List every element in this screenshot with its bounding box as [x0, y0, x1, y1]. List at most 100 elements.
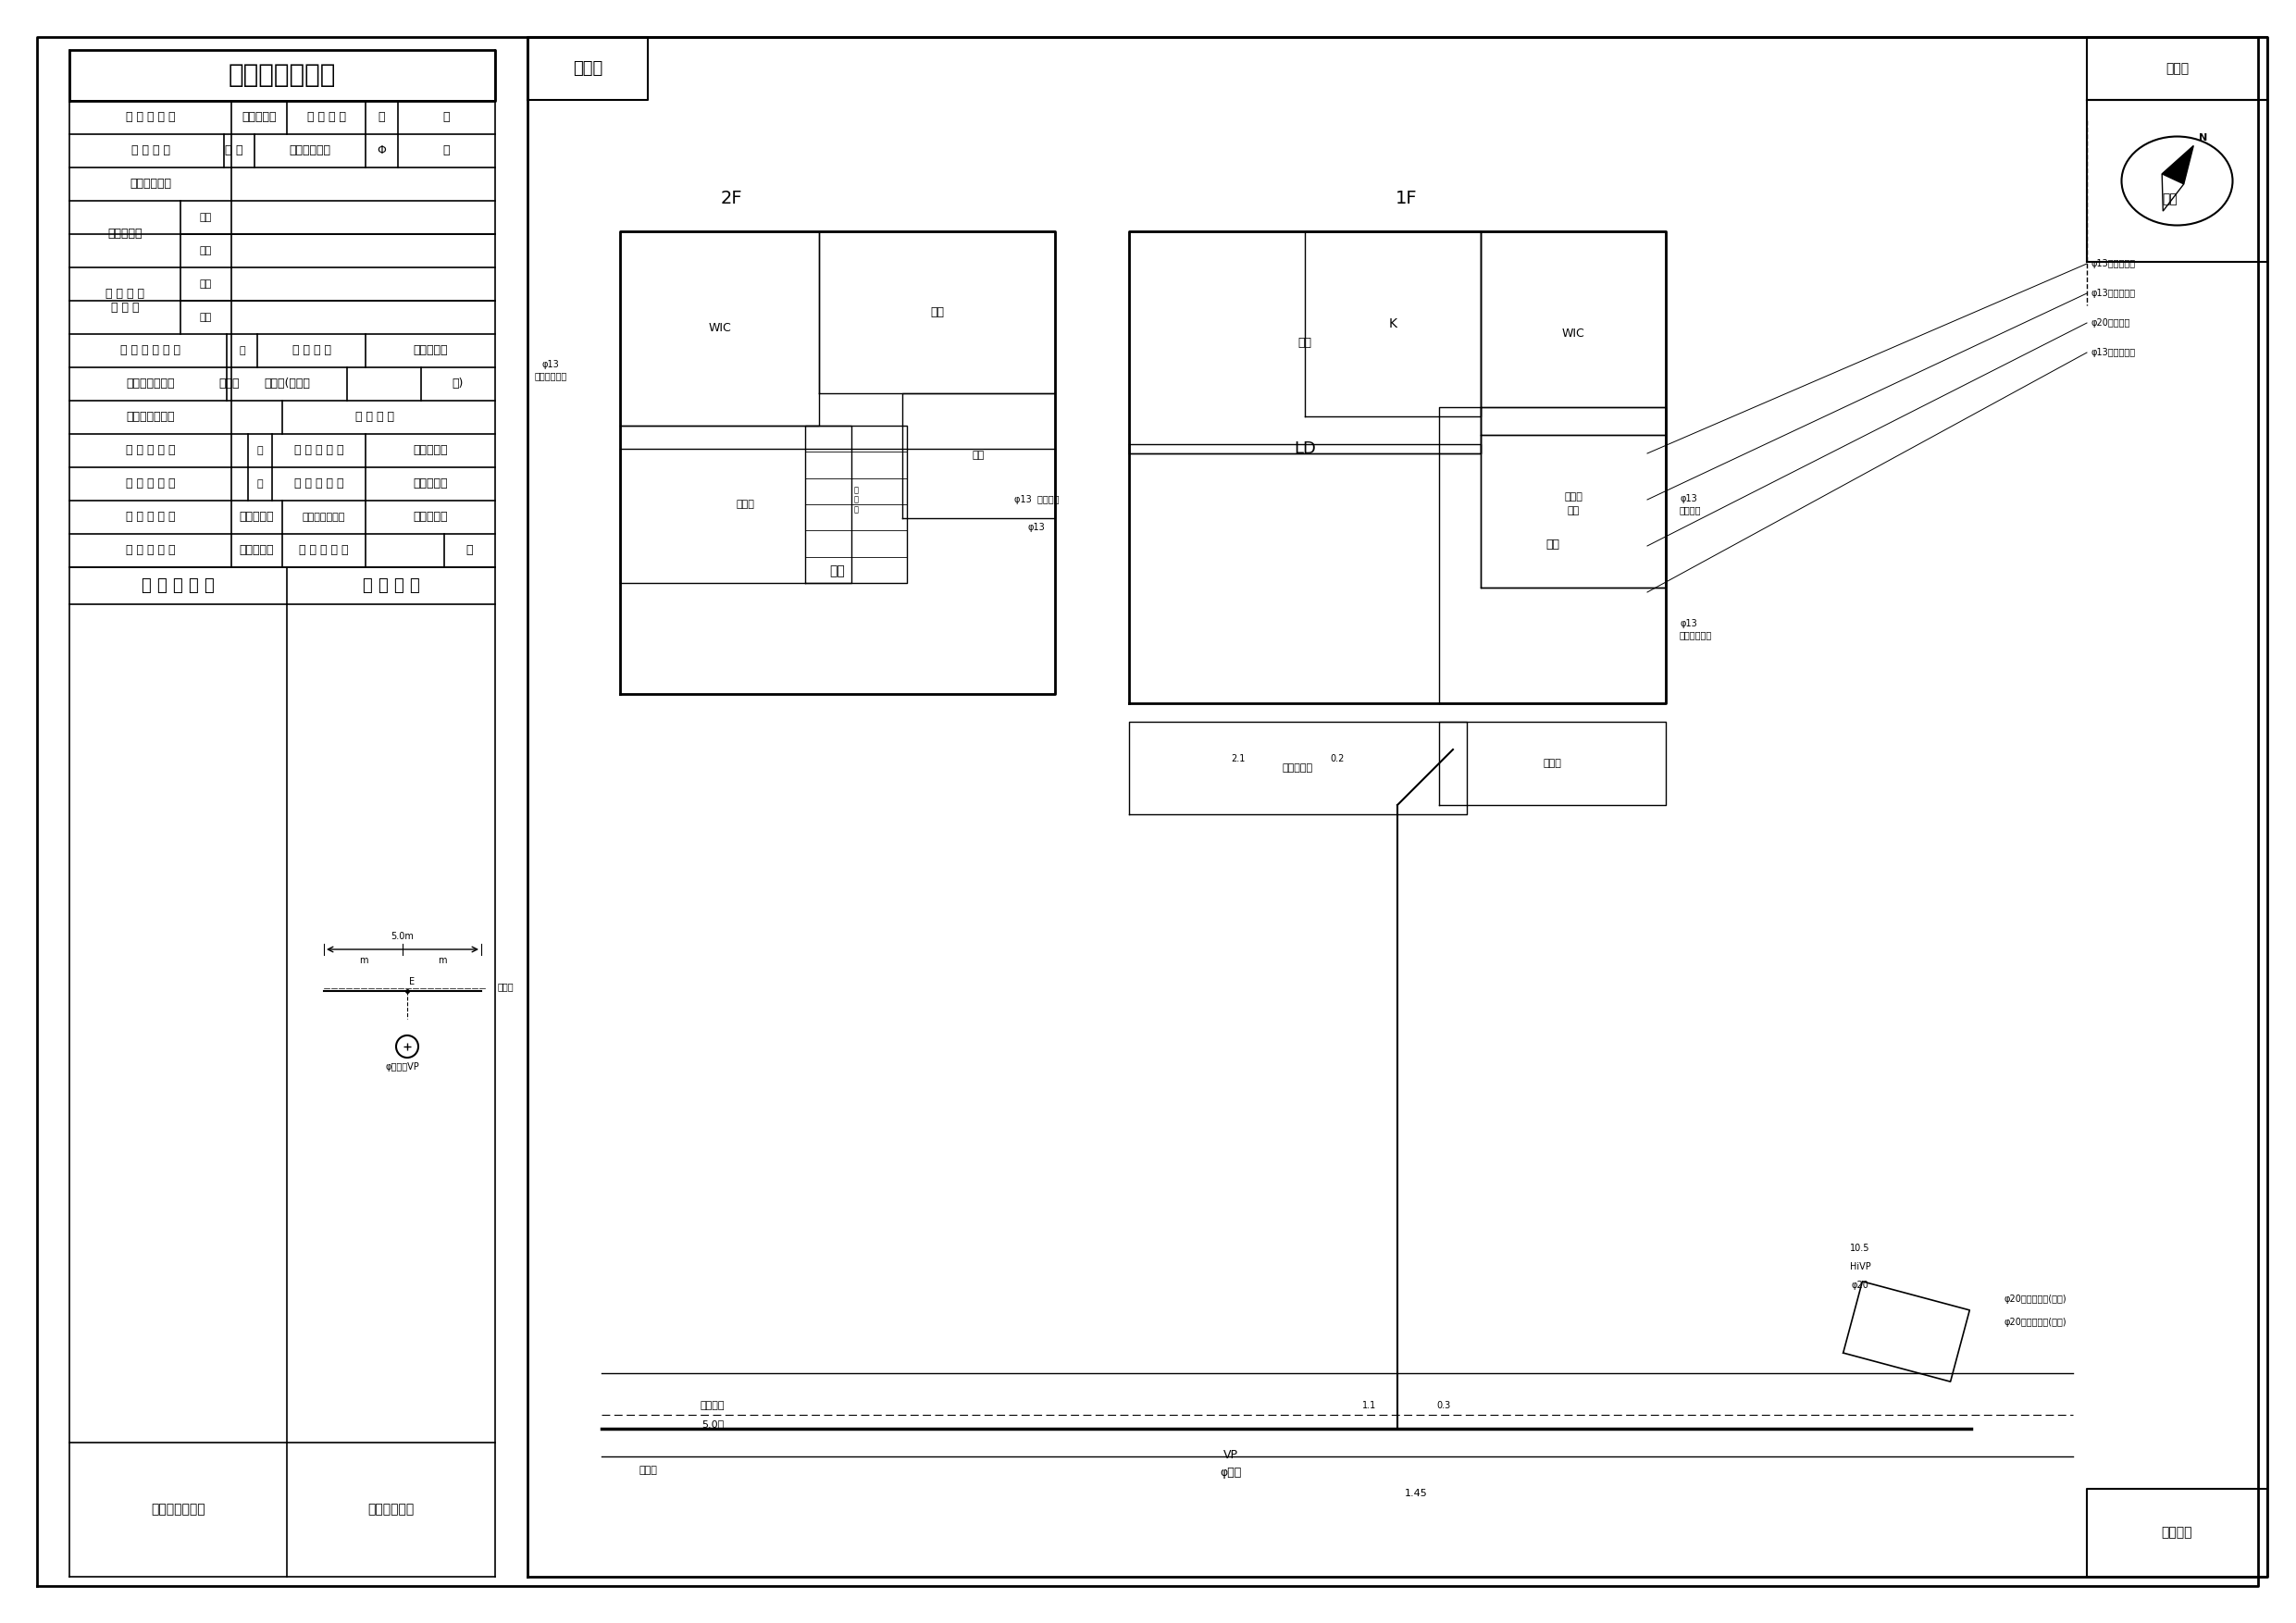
- Text: 玄関: 玄関: [1545, 539, 1559, 550]
- Text: 円: 円: [257, 479, 264, 489]
- Text: 1.1: 1.1: [1362, 1401, 1378, 1410]
- Text: 水 栓 番 号: 水 栓 番 号: [308, 112, 347, 123]
- Text: N: N: [2200, 133, 2206, 143]
- Text: φ13
混合水栓: φ13 混合水栓: [1681, 495, 1701, 514]
- Text: 1F: 1F: [1396, 190, 1417, 208]
- Text: 用　　　　　途: 用 途: [126, 411, 174, 424]
- Text: 給 水 装 置
所 有 者: 給 水 装 置 所 有 者: [106, 287, 145, 313]
- Text: メーター口径: メーター口径: [289, 144, 331, 157]
- Text: Φ: Φ: [377, 144, 386, 157]
- Text: 着 手 年 月 日: 着 手 年 月 日: [126, 511, 174, 523]
- Text: 口 径 分 担 金: 口 径 分 担 金: [126, 445, 174, 456]
- Text: 水路: 水路: [2163, 193, 2179, 206]
- Text: ㎥): ㎥): [452, 378, 464, 390]
- Text: K: K: [1389, 318, 1396, 331]
- Text: 洋室: 洋室: [1297, 336, 1311, 349]
- Text: φ13　混合水栓: φ13 混合水栓: [2092, 289, 2135, 299]
- Text: 年　月　日: 年 月 日: [413, 511, 448, 523]
- Text: 取出工事年月日: 取出工事年月日: [303, 513, 344, 523]
- Text: 年　月　日: 年 月 日: [241, 112, 276, 123]
- Polygon shape: [2163, 174, 2183, 211]
- Text: φ20　丙止水栓(既設): φ20 丙止水栓(既設): [2004, 1318, 2066, 1328]
- Text: ポーチ: ポーチ: [1543, 760, 1561, 768]
- Text: 1.45: 1.45: [1405, 1488, 1428, 1498]
- Text: WIC: WIC: [1561, 328, 1584, 339]
- Text: 第: 第: [379, 112, 386, 123]
- Text: 平面図: 平面図: [572, 60, 602, 76]
- Text: φ13
ボールタップ: φ13 ボールタップ: [1681, 620, 1713, 639]
- Text: φ20　メーター(既設): φ20 メーター(既設): [2004, 1295, 2066, 1303]
- Text: 洋室: 洋室: [930, 307, 944, 318]
- Text: バルコニー: バルコニー: [1283, 763, 1313, 773]
- Text: 主任技術者名: 主任技術者名: [367, 1503, 413, 1516]
- Text: 年　月　日: 年 月 日: [239, 511, 273, 523]
- Text: 指定工事業者名: 指定工事業者名: [152, 1503, 204, 1516]
- Text: 給　水　方　法: 給 水 方 法: [126, 378, 174, 390]
- Text: 洋室: 洋室: [829, 565, 845, 578]
- Text: 収 入 年 月 日: 収 入 年 月 日: [294, 477, 344, 490]
- Text: 使 用 区 分: 使 用 区 分: [356, 411, 395, 424]
- Text: 取 出 工 事 費: 取 出 工 事 費: [126, 477, 174, 490]
- Text: LD: LD: [1295, 440, 1316, 458]
- Text: 10.5: 10.5: [1851, 1243, 1869, 1253]
- Text: 受 付 年 月 日: 受 付 年 月 日: [126, 112, 174, 123]
- Text: ㎜: ㎜: [239, 346, 246, 355]
- Polygon shape: [2163, 146, 2193, 183]
- Text: 氏名: 氏名: [200, 313, 211, 321]
- Text: φ13  万能水栓: φ13 万能水栓: [1015, 495, 1058, 505]
- Text: 舗装道: 舗装道: [498, 982, 514, 992]
- Text: 収 入 年 月 日: 収 入 年 月 日: [294, 445, 344, 456]
- Text: 氏名: 氏名: [200, 247, 211, 255]
- Text: 0.2: 0.2: [1329, 755, 1345, 763]
- Text: 給　水　台　帳: 給 水 台 帳: [227, 62, 335, 88]
- Text: 住所: 住所: [200, 279, 211, 289]
- Text: 号: 号: [236, 144, 243, 157]
- Text: WIC: WIC: [707, 323, 730, 334]
- Text: φ５０㎜VP: φ５０㎜VP: [386, 1063, 420, 1071]
- Text: 道路幅員: 道路幅員: [700, 1401, 726, 1410]
- Text: m: m: [439, 956, 445, 966]
- Text: 住所: 住所: [200, 213, 211, 222]
- Text: m: m: [358, 956, 367, 966]
- Text: 円: 円: [466, 545, 473, 557]
- Text: 号: 号: [443, 112, 450, 123]
- Text: 収納: 収納: [974, 451, 985, 461]
- Text: 横 断 面 図: 横 断 面 図: [363, 578, 420, 594]
- Text: 委 託 工 事 費: 委 託 工 事 費: [298, 545, 349, 557]
- Text: 有　・　無: 有 ・ 無: [413, 344, 448, 357]
- Text: VP: VP: [1224, 1449, 1238, 1461]
- Text: φ20　バルブ: φ20 バルブ: [2092, 318, 2131, 328]
- Text: 工事申込者: 工事申込者: [108, 229, 142, 240]
- Text: 方　位: 方 位: [2165, 62, 2188, 75]
- Text: 円: 円: [257, 446, 264, 456]
- Text: 年　月　日: 年 月 日: [239, 545, 273, 557]
- Text: 完 了 年 月 日: 完 了 年 月 日: [126, 545, 174, 557]
- Text: 直結式: 直結式: [218, 378, 239, 390]
- Text: φ５０: φ５０: [1219, 1467, 1242, 1479]
- Text: φ13　混合水栓: φ13 混合水栓: [2092, 347, 2135, 357]
- Text: φ13: φ13: [1029, 523, 1045, 532]
- Text: 受 付 番 号: 受 付 番 号: [131, 144, 170, 157]
- Text: 2F: 2F: [721, 190, 742, 208]
- Text: φ13　自在水栓: φ13 自在水栓: [2092, 260, 2135, 268]
- Text: 0.3: 0.3: [1437, 1401, 1451, 1410]
- Text: 支 管 分 岐: 支 管 分 岐: [292, 344, 331, 357]
- Text: 5.0m: 5.0m: [390, 932, 413, 941]
- Text: 年　月　日: 年 月 日: [413, 477, 448, 490]
- Text: 年　月　日: 年 月 日: [413, 445, 448, 456]
- Text: 給水装置場所: 給水装置場所: [129, 179, 172, 190]
- Text: φ13
ボールタップ: φ13 ボールタップ: [535, 360, 567, 380]
- Text: φ20: φ20: [1851, 1281, 1869, 1290]
- Text: 設計審査: 設計審査: [2161, 1526, 2193, 1539]
- Text: 5.0ｍ: 5.0ｍ: [700, 1420, 723, 1428]
- Text: 収納: 収納: [1568, 506, 1580, 516]
- Text: ㎜: ㎜: [443, 144, 450, 157]
- Text: 2.1: 2.1: [1231, 755, 1244, 763]
- Text: 第: 第: [225, 144, 232, 157]
- Text: 本 管 取 出 口 径: 本 管 取 出 口 径: [119, 344, 181, 357]
- Text: ホール: ホール: [1564, 493, 1582, 502]
- Text: HiVP: HiVP: [1851, 1263, 1871, 1271]
- Text: 水槽式(受水槽: 水槽式(受水槽: [264, 378, 310, 390]
- Text: ホ
ー
ル: ホ ー ル: [854, 485, 859, 513]
- Text: 舗装道: 舗装道: [638, 1466, 657, 1475]
